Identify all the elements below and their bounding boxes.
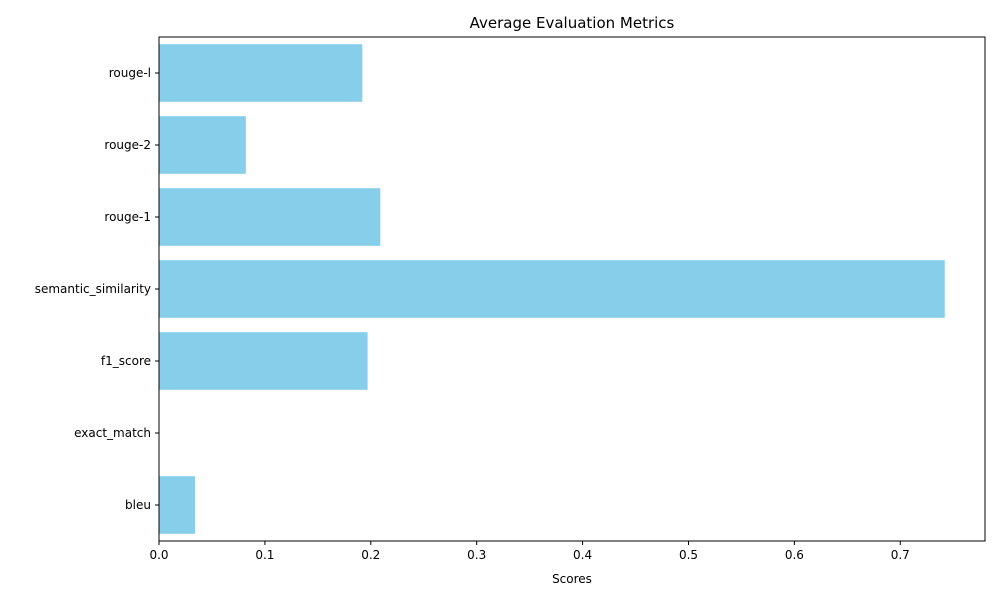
y-tick-label: rouge-l	[109, 66, 151, 80]
y-tick-label: rouge-2	[104, 138, 151, 152]
y-axis-ticks: bleu exact_match f1_score semantic_similari…	[35, 66, 159, 512]
y-tick-label: f1_score	[101, 354, 151, 368]
bar-rouge-l	[159, 44, 363, 102]
y-tick-label: exact_match	[74, 426, 151, 440]
bar-rouge-2	[159, 116, 246, 174]
y-tick-label: rouge-1	[104, 210, 151, 224]
bar-rouge-1	[159, 188, 381, 246]
x-tick-label: 0.2	[361, 548, 380, 562]
chart-title: Average Evaluation Metrics	[470, 14, 675, 32]
x-tick-label: 0.0	[149, 548, 168, 562]
x-axis-label: Scores	[552, 572, 592, 586]
bar-semantic_similarity	[159, 260, 945, 318]
y-tick-label: bleu	[125, 498, 151, 512]
bars-group	[159, 44, 945, 534]
y-tick-label: semantic_similarity	[35, 282, 151, 296]
x-tick-label: 0.6	[785, 548, 804, 562]
x-tick-label: 0.1	[255, 548, 274, 562]
x-axis-ticks: 0.0 0.1 0.2 0.3 0.4 0.5 0.6 0.7	[149, 541, 910, 562]
bar-f1_score	[159, 332, 368, 390]
plot-frame	[158, 36, 986, 542]
x-tick-label: 0.5	[679, 548, 698, 562]
x-tick-label: 0.7	[891, 548, 910, 562]
x-tick-label: 0.4	[573, 548, 592, 562]
x-tick-label: 0.3	[467, 548, 486, 562]
bar-bleu	[159, 476, 196, 534]
